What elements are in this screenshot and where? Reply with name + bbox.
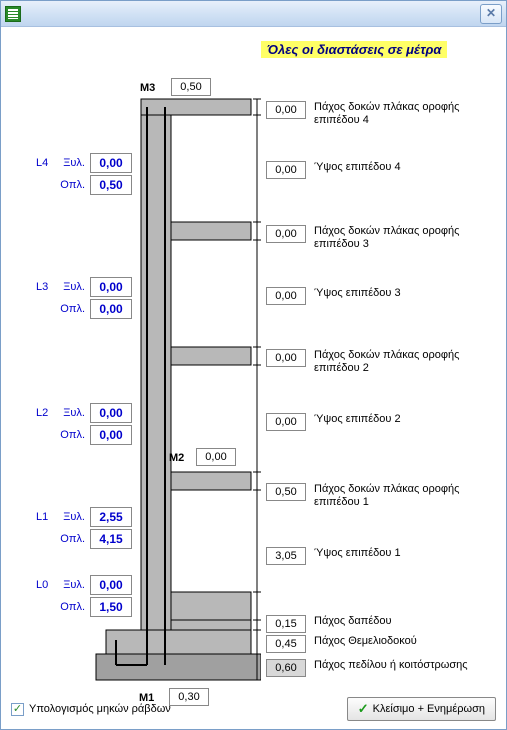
calc-lengths-checkbox[interactable]: ✓ Υπολογισμός μηκών ράβδων — [11, 703, 171, 716]
xyl-label: Ξυλ. — [57, 157, 85, 169]
app-icon — [5, 6, 21, 22]
pedilo-input[interactable]: 0,60 — [266, 659, 306, 677]
l4-xyl-input[interactable]: 0,00 — [90, 153, 132, 173]
l4-label: L4 — [36, 157, 54, 169]
right-column: 0,00 Πάχος δοκών πλάκας οροφής επιπέδου … — [266, 67, 496, 677]
titlebar: ✕ — [1, 1, 506, 27]
slab3-input[interactable]: 0,00 — [266, 225, 306, 243]
l4-opl-input[interactable]: 0,50 — [90, 175, 132, 195]
slab4-input[interactable]: 0,00 — [266, 101, 306, 119]
slab2-label: Πάχος δοκών πλάκας οροφής επιπέδου 2 — [314, 349, 484, 375]
m3-label: M3 — [140, 82, 155, 94]
height3-input[interactable]: 0,00 — [266, 287, 306, 305]
l1-xyl-input[interactable]: 2,55 — [90, 507, 132, 527]
height4-label: Ύψος επιπέδου 4 — [314, 161, 401, 174]
found-label: Πάχος Θεμελιοδοκού — [314, 635, 417, 648]
found-input[interactable]: 0,45 — [266, 635, 306, 653]
floor-input[interactable]: 0,15 — [266, 615, 306, 633]
close-update-button[interactable]: ✓ Κλείσιμο + Ενημέρωση — [347, 697, 496, 721]
l2-xyl-input[interactable]: 0,00 — [90, 403, 132, 423]
pedilo-label: Πάχος πεδίλου ή κοιτόστρωσης — [314, 659, 468, 672]
height1-input[interactable]: 3,05 — [266, 547, 306, 565]
units-note: Όλες οι διαστάσεις σε μέτρα — [261, 41, 447, 58]
height2-label: Ύψος επιπέδου 2 — [314, 413, 401, 426]
l1-opl-input[interactable]: 4,15 — [90, 529, 132, 549]
l2-opl-input[interactable]: 0,00 — [90, 425, 132, 445]
close-button[interactable]: ✕ — [480, 4, 502, 24]
height2-input[interactable]: 0,00 — [266, 413, 306, 431]
check-icon: ✓ — [11, 703, 24, 716]
l0-label: L0 — [36, 579, 54, 591]
ok-icon: ✓ — [358, 701, 369, 717]
m3-input[interactable]: 0,50 — [171, 78, 211, 96]
dialog-window: ✕ Όλες οι διαστάσεις σε μέτρα — [0, 0, 507, 730]
l3-opl-input[interactable]: 0,00 — [90, 299, 132, 319]
button-label: Κλείσιμο + Ενημέρωση — [373, 703, 485, 715]
content-area: Όλες οι διαστάσεις σε μέτρα — [1, 27, 506, 729]
l3-label: L3 — [36, 281, 54, 293]
height3-label: Ύψος επιπέδου 3 — [314, 287, 401, 300]
slab1-input[interactable]: 0,50 — [266, 483, 306, 501]
slab4-label: Πάχος δοκών πλάκας οροφής επιπέδου 4 — [314, 101, 484, 127]
l1-label: L1 — [36, 511, 54, 523]
slab1-label: Πάχος δοκών πλάκας οροφής επιπέδου 1 — [314, 483, 484, 509]
l0-opl-input[interactable]: 1,50 — [90, 597, 132, 617]
height1-label: Ύψος επιπέδου 1 — [314, 547, 401, 560]
slab2-input[interactable]: 0,00 — [266, 349, 306, 367]
m2-label: M2 — [169, 452, 184, 464]
l2-label: L2 — [36, 407, 54, 419]
m2-input[interactable]: 0,00 — [196, 448, 236, 466]
checkbox-label: Υπολογισμός μηκών ράβδων — [29, 703, 171, 715]
l0-xyl-input[interactable]: 0,00 — [90, 575, 132, 595]
opl-label: Οπλ. — [57, 179, 85, 191]
footer: ✓ Υπολογισμός μηκών ράβδων ✓ Κλείσιμο + … — [11, 697, 496, 721]
slab3-label: Πάχος δοκών πλάκας οροφής επιπέδου 3 — [314, 225, 484, 251]
floor-label: Πάχος δαπέδου — [314, 615, 392, 628]
l3-xyl-input[interactable]: 0,00 — [90, 277, 132, 297]
height4-input[interactable]: 0,00 — [266, 161, 306, 179]
